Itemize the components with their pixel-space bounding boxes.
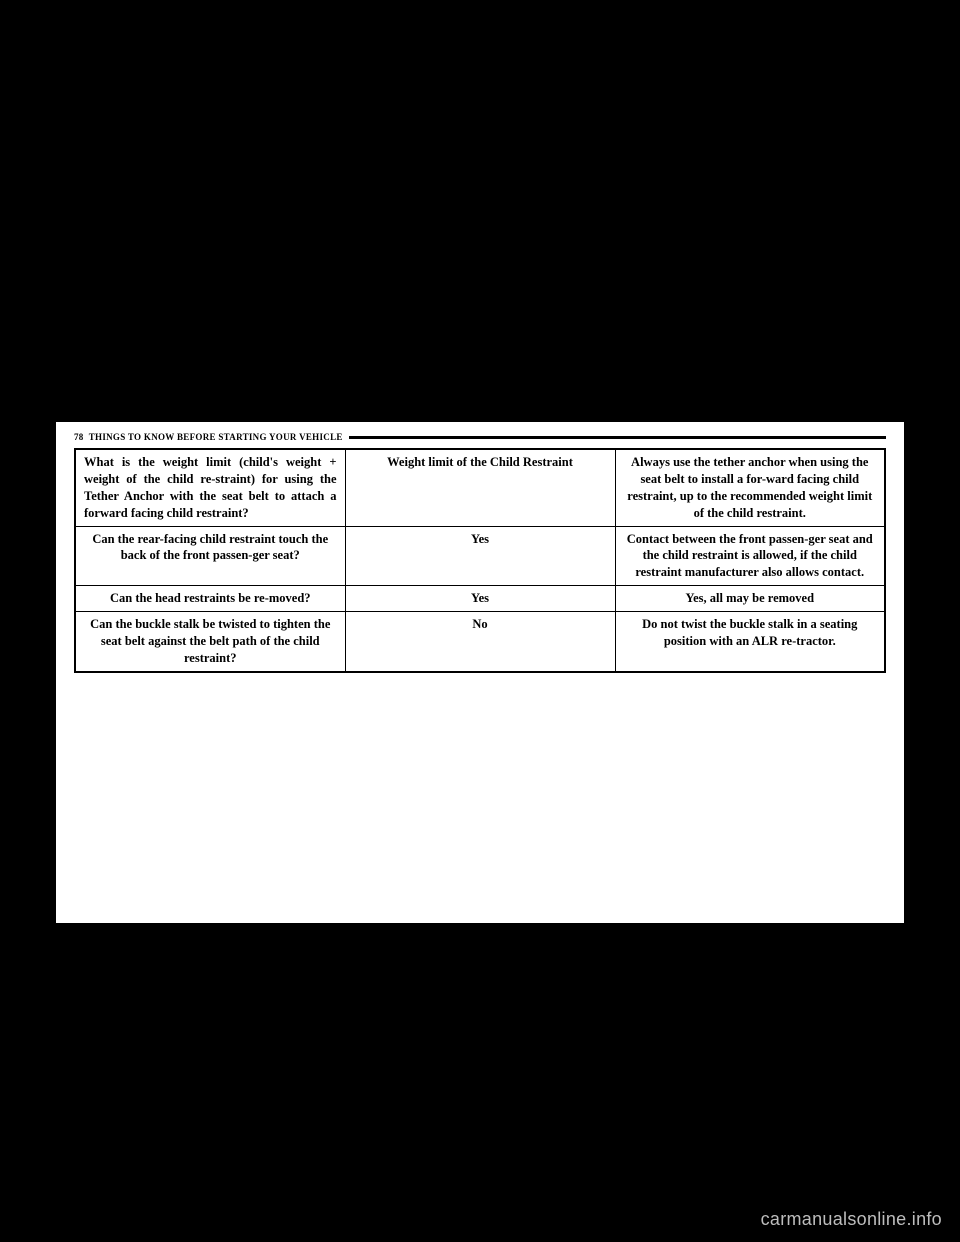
answer-cell: Contact between the front passen-ger sea… <box>615 526 885 586</box>
middle-cell: Yes <box>345 586 615 612</box>
table-row: What is the weight limit (child's weight… <box>75 449 885 526</box>
table-row: Can the head restraints be re-moved? Yes… <box>75 586 885 612</box>
manual-page: 78 THINGS TO KNOW BEFORE STARTING YOUR V… <box>56 422 904 923</box>
header-rule <box>349 436 886 439</box>
middle-cell: No <box>345 612 615 672</box>
table-row: Can the buckle stalk be twisted to tight… <box>75 612 885 672</box>
table-row: Can the rear-facing child restraint touc… <box>75 526 885 586</box>
middle-cell: Weight limit of the Child Restraint <box>345 449 615 526</box>
answer-cell: Yes, all may be removed <box>615 586 885 612</box>
question-cell: Can the buckle stalk be twisted to tight… <box>75 612 345 672</box>
answer-cell: Do not twist the buckle stalk in a seati… <box>615 612 885 672</box>
restraint-table: What is the weight limit (child's weight… <box>74 448 886 673</box>
middle-cell: Yes <box>345 526 615 586</box>
question-cell: What is the weight limit (child's weight… <box>75 449 345 526</box>
watermark: carmanualsonline.info <box>761 1209 942 1230</box>
page-number: 78 <box>74 432 84 442</box>
page-header: 78 THINGS TO KNOW BEFORE STARTING YOUR V… <box>74 432 886 442</box>
question-cell: Can the head restraints be re-moved? <box>75 586 345 612</box>
question-cell: Can the rear-facing child restraint touc… <box>75 526 345 586</box>
section-title: THINGS TO KNOW BEFORE STARTING YOUR VEHI… <box>89 432 343 442</box>
answer-cell: Always use the tether anchor when using … <box>615 449 885 526</box>
